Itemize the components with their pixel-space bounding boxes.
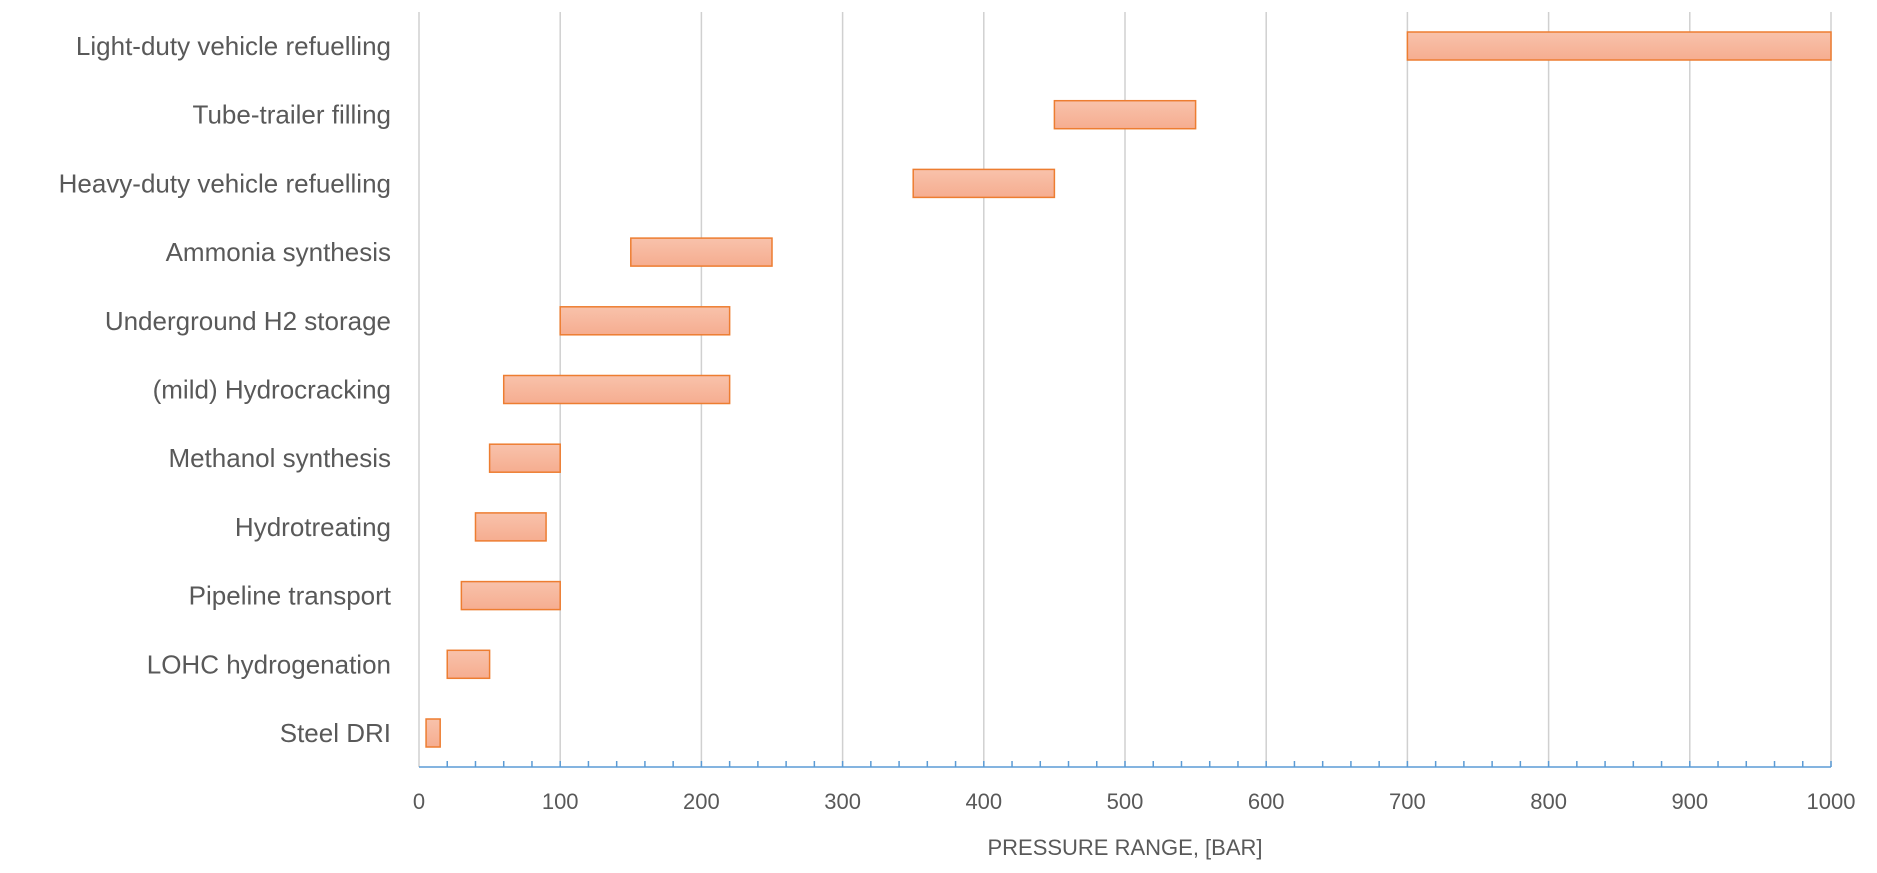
category-label: Ammonia synthesis [166, 237, 391, 267]
category-label: Heavy-duty vehicle refuelling [59, 168, 391, 198]
x-axis-title: PRESSURE RANGE, [BAR] [987, 835, 1262, 860]
gridlines [418, 12, 1832, 767]
x-tick-label: 100 [542, 789, 579, 814]
bar-2 [1053, 99, 1197, 130]
bar-4 [630, 237, 773, 267]
category-label: Steel DRI [280, 718, 391, 748]
category-label: LOHC hydrogenation [147, 649, 391, 679]
category-label: Tube-trailer filling [193, 100, 391, 130]
x-tick-label: 500 [1107, 789, 1144, 814]
x-tick-label: 600 [1248, 789, 1285, 814]
category-label: Underground H2 storage [105, 306, 391, 336]
bar-6 [502, 374, 731, 405]
x-tick-label: 900 [1671, 789, 1708, 814]
category-label: (mild) Hydrocracking [153, 375, 391, 405]
bar-7 [488, 443, 561, 473]
bar-5 [559, 306, 731, 336]
x-tick-label: 700 [1389, 789, 1426, 814]
x-tick-label: 800 [1530, 789, 1567, 814]
bar-1 [1406, 31, 1832, 61]
bar-3 [912, 168, 1056, 199]
bar-11 [425, 718, 441, 748]
bar-9 [460, 580, 561, 611]
x-tick-label: 300 [824, 789, 861, 814]
category-labels: Light-duty vehicle refuelling Tube-traile… [59, 31, 392, 748]
category-label: Hydrotreating [235, 512, 391, 542]
x-tick-label: 400 [965, 789, 1002, 814]
x-tick-label: 200 [683, 789, 720, 814]
bars [425, 31, 1832, 748]
x-tick-label: 1000 [1807, 789, 1856, 814]
category-label: Pipeline transport [189, 581, 392, 611]
category-label: Light-duty vehicle refuelling [76, 31, 391, 61]
bar-10 [446, 649, 491, 680]
bar-8 [474, 512, 547, 542]
category-label: Methanol synthesis [168, 443, 391, 473]
x-tick-label: 0 [413, 789, 425, 814]
x-axis: 0 100 200 300 400 500 600 700 800 900 1000 [413, 761, 1856, 814]
